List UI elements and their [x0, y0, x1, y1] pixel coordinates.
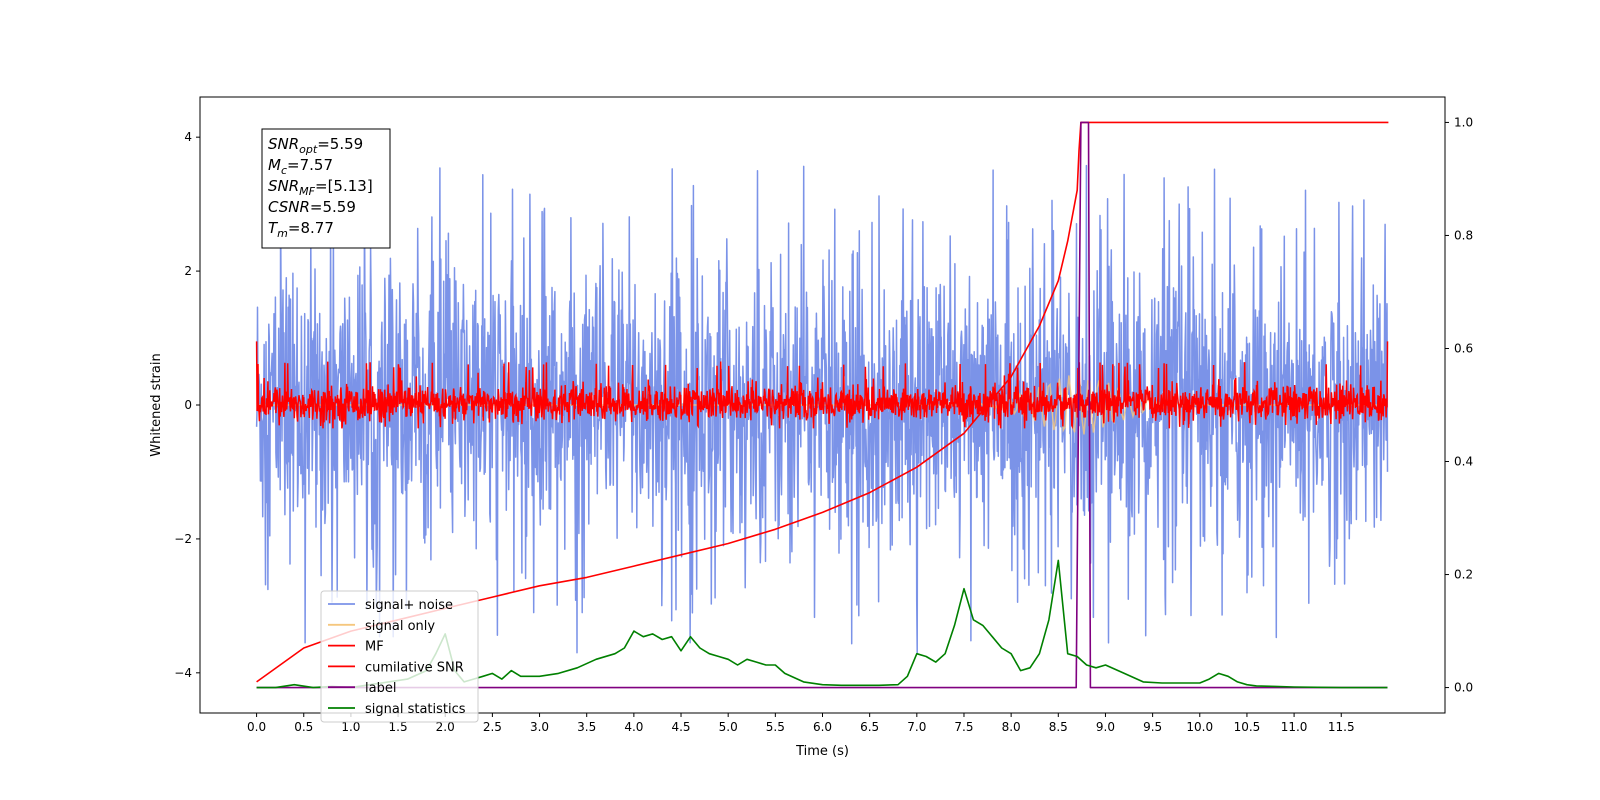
y2-tick-label: 1.0	[1454, 115, 1473, 129]
y-tick-label: 2	[184, 264, 192, 278]
ticks-layer: 0.0 0.5 1.0 1.5 2.0 2.5 3.0 3.5 4.0 4.5 5.0 5.5 6.0 6…	[174, 115, 1473, 734]
x-tick-label: 5.0	[719, 720, 738, 734]
x-tick-label: 0.0	[247, 720, 266, 734]
x-tick-label: 11.0	[1281, 720, 1308, 734]
y2-tick-label: 0.6	[1454, 341, 1473, 355]
y-tick-label: −4	[174, 666, 192, 680]
x-tick-label: 9.0	[1096, 720, 1115, 734]
x-tick-label: 11.5	[1328, 720, 1355, 734]
x-tick-label: 6.5	[860, 720, 879, 734]
y2-tick-label: 0.0	[1454, 681, 1473, 695]
legend-label: signal statistics	[365, 702, 466, 717]
legend-label: MF	[365, 640, 384, 655]
annotation-line: Mc=7.57	[268, 156, 333, 177]
y-tick-label: −2	[174, 532, 192, 546]
x-tick-label: 0.5	[294, 720, 313, 734]
annotation-line: Tm=8.77	[268, 219, 334, 240]
x-tick-label: 8.0	[1002, 720, 1021, 734]
series-mf	[255, 341, 1389, 430]
x-tick-label: 10.0	[1186, 720, 1213, 734]
legend-label: signal+ noise	[365, 598, 453, 613]
x-tick-label: 3.0	[530, 720, 549, 734]
legend-label: cumilative SNR	[365, 660, 464, 675]
x-tick-label: 3.5	[577, 720, 596, 734]
x-tick-label: 4.0	[624, 720, 643, 734]
legend-label: label	[365, 681, 396, 696]
annotation-line: SNRopt=5.59	[268, 135, 363, 156]
annotation-line: CSNR=5.59	[268, 198, 356, 216]
x-tick-label: 10.5	[1234, 720, 1261, 734]
x-tick-label: 9.5	[1143, 720, 1162, 734]
x-tick-label: 2.5	[483, 720, 502, 734]
legend: signal+ noise signal only MF cumilative SNR…	[320, 590, 479, 723]
legend-label: signal only	[365, 619, 435, 634]
legend-frame	[320, 590, 479, 723]
y2-tick-label: 0.2	[1454, 568, 1473, 582]
x-tick-label: 8.5	[1049, 720, 1068, 734]
x-tick-label: 2.0	[436, 720, 455, 734]
x-tick-label: 1.5	[389, 720, 408, 734]
x-tick-label: 7.5	[954, 720, 973, 734]
x-tick-label: 1.0	[341, 720, 360, 734]
x-tick-label: 7.0	[907, 720, 926, 734]
y2-tick-label: 0.8	[1454, 228, 1473, 242]
x-tick-label: 5.5	[766, 720, 785, 734]
y-tick-label: 4	[184, 130, 192, 144]
x-tick-label: 6.0	[813, 720, 832, 734]
x-tick-label: 4.5	[671, 720, 690, 734]
x-axis-label: Time (s)	[795, 744, 849, 759]
y-axis-label: Whitened strain	[149, 353, 164, 456]
y2-tick-label: 0.4	[1454, 455, 1473, 469]
series-label	[256, 121, 1388, 689]
y-tick-label: 0	[184, 398, 192, 412]
annotation-frame	[261, 128, 391, 249]
annotation-line: SNRMF=[5.13]	[268, 177, 373, 198]
